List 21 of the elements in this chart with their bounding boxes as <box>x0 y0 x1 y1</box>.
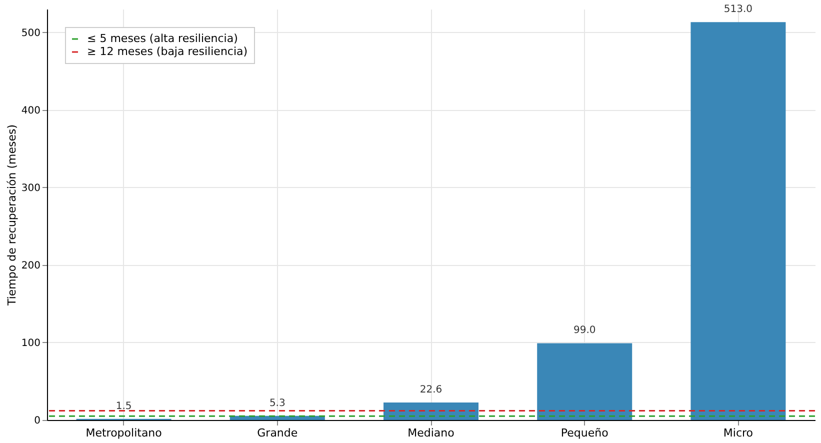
x-tick-label: Micro <box>723 426 754 440</box>
data-label: 1.5 <box>116 400 132 412</box>
bar <box>537 343 632 420</box>
bar <box>690 22 786 420</box>
x-tick-label: Mediano <box>408 426 455 440</box>
legend-label: ≥ 12 meses (baja resiliencia) <box>87 45 248 58</box>
y-tick-label: 500 <box>21 28 40 39</box>
data-label: 513.0 <box>724 4 753 16</box>
y-tick-label: 400 <box>21 105 40 116</box>
y-tick-label: 200 <box>21 260 40 272</box>
x-tick-label: Metropolitano <box>86 426 162 440</box>
data-label: 99.0 <box>573 325 596 336</box>
legend-label: ≤ 5 meses (alta resiliencia) <box>87 32 238 45</box>
y-tick-label: 100 <box>21 338 40 349</box>
y-axis-title: Tiempo de recuperación (meses) <box>5 124 18 307</box>
y-tick-label: 0 <box>34 416 40 426</box>
x-tick-label: Pequeño <box>560 426 609 440</box>
data-label: 22.6 <box>420 384 442 396</box>
data-label: 5.3 <box>269 398 286 409</box>
y-tick-label: 300 <box>21 182 40 194</box>
x-tick-label: Grande <box>257 426 298 440</box>
